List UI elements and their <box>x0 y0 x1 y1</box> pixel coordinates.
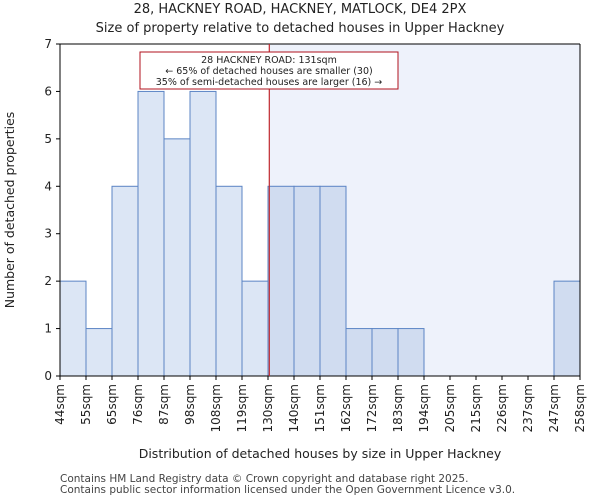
bar-119sqm <box>241 280 269 377</box>
y-tick-label-3: 3 <box>44 227 52 241</box>
x-tick-label-215sqm: 215sqm <box>469 384 483 432</box>
x-tick-label-205sqm: 205sqm <box>443 384 457 432</box>
x-tick-label-65sqm: 65sqm <box>105 384 119 425</box>
bar-76sqm <box>137 90 165 377</box>
annotation-line-3: 35% of semi-detached houses are larger (… <box>156 77 383 88</box>
y-tick-label-1: 1 <box>44 322 52 336</box>
x-tick-label-258sqm: 258sqm <box>573 384 587 432</box>
bar-55sqm <box>85 328 113 377</box>
bar-140sqm <box>293 185 321 377</box>
x-tick-label-130sqm: 130sqm <box>261 384 275 432</box>
bar-130sqm <box>267 185 295 377</box>
x-tick-label-237sqm: 237sqm <box>521 384 535 432</box>
x-tick-label-44sqm: 44sqm <box>53 384 67 425</box>
x-tick-label-119sqm: 119sqm <box>235 384 249 432</box>
bar-44sqm <box>59 280 87 377</box>
annotation-box <box>139 51 399 90</box>
y-tick-label-5: 5 <box>44 132 52 146</box>
x-tick-label-87sqm: 87sqm <box>157 384 171 425</box>
chart-subtitle: Size of property relative to detached ho… <box>95 21 505 36</box>
y-tick-label-2: 2 <box>44 274 52 288</box>
histogram-chart: 0 1 2 3 4 5 6 7 44sqm 55sqm 65sqm 76sqm 87sqm 98sqm 10… <box>2 37 587 461</box>
y-tick-label-0: 0 <box>44 369 52 383</box>
y-tick-label-4: 4 <box>44 179 52 193</box>
y-tick-label-6: 6 <box>44 84 52 98</box>
x-tick-label-162sqm: 162sqm <box>339 384 353 432</box>
bar-87sqm <box>163 138 191 377</box>
bar-172sqm <box>371 328 399 377</box>
x-tick-label-172sqm: 172sqm <box>365 384 379 432</box>
x-tick-label-151sqm: 151sqm <box>313 384 327 432</box>
y-axis-label: Number of detached properties <box>2 112 17 309</box>
bar-183sqm <box>397 328 425 377</box>
x-tick-label-108sqm: 108sqm <box>209 384 223 432</box>
y-tick-label-7: 7 <box>44 37 52 51</box>
x-tick-label-76sqm: 76sqm <box>131 384 145 425</box>
bar-108sqm <box>215 185 243 377</box>
annotation-line-2: ← 65% of detached houses are smaller (30… <box>165 66 372 77</box>
x-tick-label-194sqm: 194sqm <box>417 384 431 432</box>
x-tick-label-98sqm: 98sqm <box>183 384 197 425</box>
footer-line-1: Contains HM Land Registry data © Crown c… <box>60 473 469 485</box>
x-tick-label-55sqm: 55sqm <box>79 384 93 425</box>
x-tick-label-183sqm: 183sqm <box>391 384 405 432</box>
footer-line-2: Contains public sector information licen… <box>60 484 516 496</box>
bar-151sqm <box>319 185 347 377</box>
bar-162sqm <box>345 328 373 377</box>
x-tick-label-247sqm: 247sqm <box>547 384 561 432</box>
x-tick-label-226sqm: 226sqm <box>495 384 509 432</box>
annotation-line-1: 28 HACKNEY ROAD: 131sqm <box>201 55 337 66</box>
bar-65sqm <box>111 185 139 377</box>
bar-98sqm <box>189 90 217 377</box>
chart-title: 28, HACKNEY ROAD, HACKNEY, MATLOCK, DE4 … <box>133 2 467 17</box>
x-axis-label: Distribution of detached houses by size … <box>139 446 502 461</box>
x-tick-label-140sqm: 140sqm <box>287 384 301 432</box>
bar-247sqm <box>553 280 581 377</box>
